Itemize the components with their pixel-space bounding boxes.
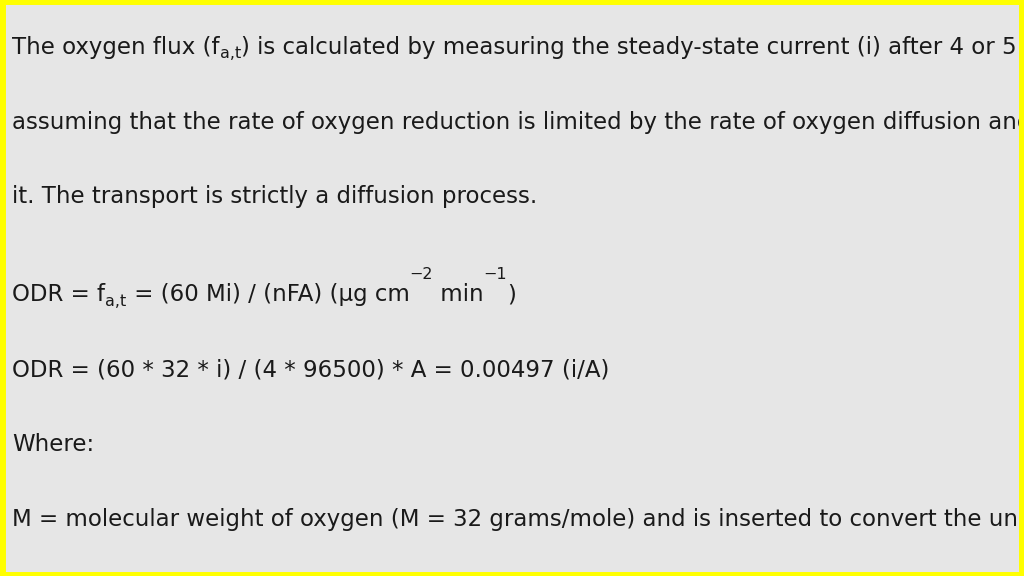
Text: assuming that the rate of oxygen reduction is limited by the rate of oxygen diff: assuming that the rate of oxygen reducti… bbox=[12, 111, 1024, 134]
Text: min: min bbox=[433, 283, 483, 306]
Text: M = molecular weight of oxygen (M = 32 grams/mole) and is inserted to convert th: M = molecular weight of oxygen (M = 32 g… bbox=[12, 508, 1024, 531]
Text: −1: −1 bbox=[483, 267, 507, 282]
Text: = (60 Mi) / (nFA) (μg cm: = (60 Mi) / (nFA) (μg cm bbox=[127, 283, 410, 306]
Text: a,t: a,t bbox=[105, 294, 127, 309]
Text: −2: −2 bbox=[410, 267, 433, 282]
Text: ) is calculated by measuring the steady-state current (i) after 4 or 5 minutes,: ) is calculated by measuring the steady-… bbox=[241, 36, 1024, 59]
Text: Where:: Where: bbox=[12, 433, 94, 456]
Text: ): ) bbox=[507, 283, 516, 306]
Text: The oxygen flux (f: The oxygen flux (f bbox=[12, 36, 220, 59]
Text: ODR = f: ODR = f bbox=[12, 283, 105, 306]
Text: a,t: a,t bbox=[220, 46, 241, 61]
Text: it. The transport is strictly a diffusion process.: it. The transport is strictly a diffusio… bbox=[12, 185, 538, 209]
Text: ODR = (60 * 32 * i) / (4 * 96500) * A = 0.00497 (i/A): ODR = (60 * 32 * i) / (4 * 96500) * A = … bbox=[12, 358, 609, 381]
